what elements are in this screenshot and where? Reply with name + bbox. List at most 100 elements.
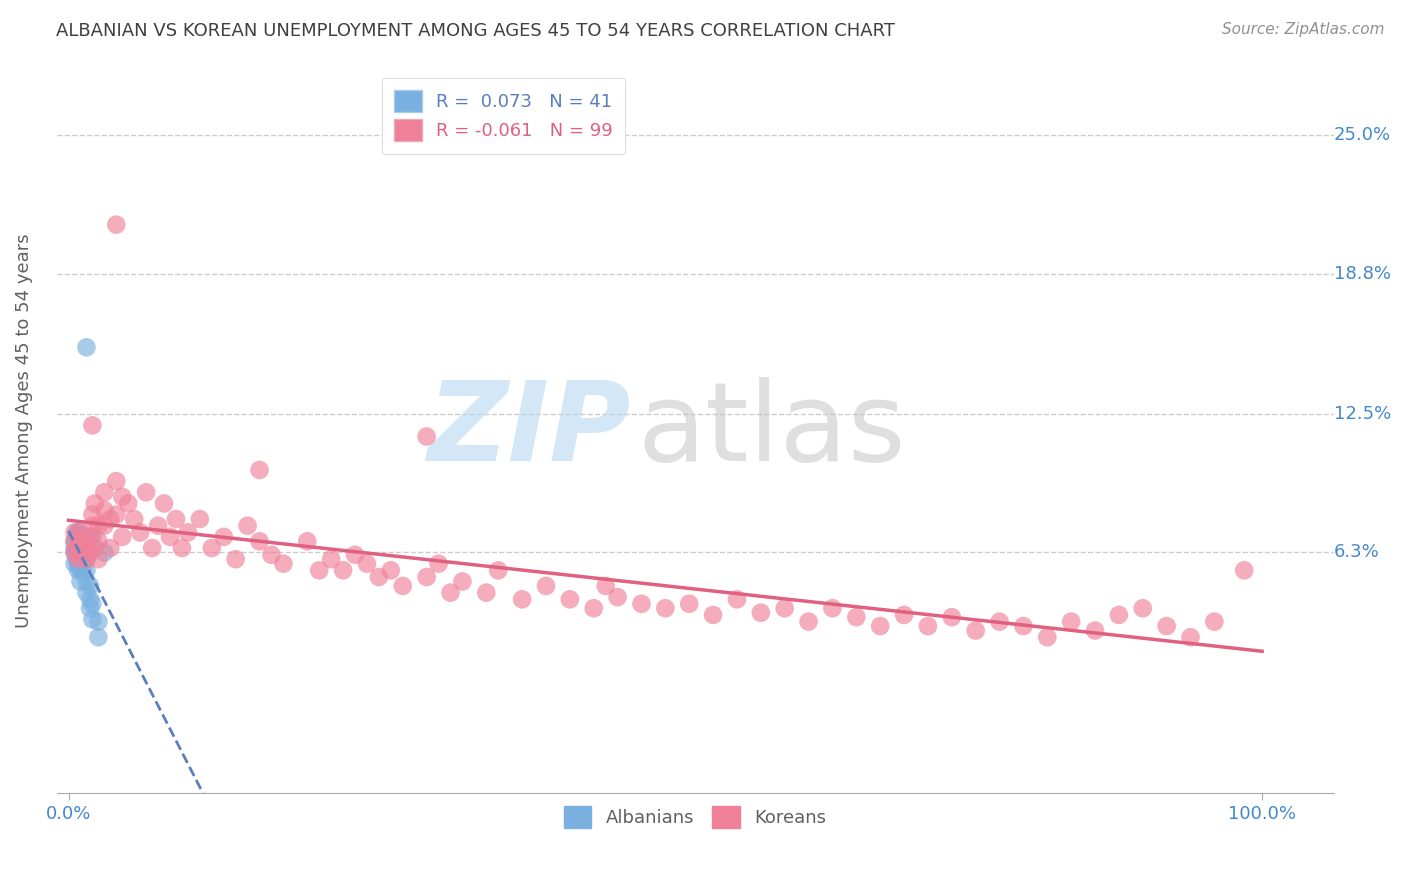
Point — [83, 496, 105, 510]
Point — [69, 545, 91, 559]
Text: ZIP: ZIP — [427, 377, 631, 484]
Point — [1156, 619, 1178, 633]
Point — [75, 340, 97, 354]
Point — [67, 557, 90, 571]
Point — [534, 579, 557, 593]
Point — [79, 530, 101, 544]
Point — [69, 534, 91, 549]
Text: 12.5%: 12.5% — [1334, 405, 1391, 423]
Point — [63, 557, 86, 571]
Point — [105, 474, 128, 488]
Point — [356, 557, 378, 571]
Point — [188, 512, 211, 526]
Point — [69, 552, 91, 566]
Point — [773, 601, 796, 615]
Point — [1108, 607, 1130, 622]
Point — [72, 545, 94, 559]
Point — [391, 579, 413, 593]
Point — [821, 601, 844, 615]
Point — [67, 541, 90, 555]
Point — [869, 619, 891, 633]
Point — [122, 512, 145, 526]
Text: 18.8%: 18.8% — [1334, 265, 1391, 283]
Point — [67, 541, 90, 555]
Text: ALBANIAN VS KOREAN UNEMPLOYMENT AMONG AGES 45 TO 54 YEARS CORRELATION CHART: ALBANIAN VS KOREAN UNEMPLOYMENT AMONG AG… — [56, 22, 896, 40]
Point — [75, 534, 97, 549]
Point — [129, 525, 152, 540]
Point — [93, 485, 115, 500]
Point — [75, 563, 97, 577]
Point — [678, 597, 700, 611]
Point — [98, 541, 121, 555]
Point — [111, 530, 134, 544]
Point — [63, 541, 86, 555]
Point — [66, 530, 89, 544]
Point — [249, 463, 271, 477]
Point — [69, 541, 91, 555]
Point — [69, 563, 91, 577]
Point — [69, 525, 91, 540]
Point — [117, 496, 139, 510]
Point — [93, 503, 115, 517]
Point — [212, 530, 235, 544]
Point — [1204, 615, 1226, 629]
Point — [82, 518, 104, 533]
Point — [845, 610, 868, 624]
Point — [249, 534, 271, 549]
Point — [439, 585, 461, 599]
Point — [725, 592, 748, 607]
Point — [98, 512, 121, 526]
Point — [75, 552, 97, 566]
Point — [297, 534, 319, 549]
Point — [69, 574, 91, 589]
Point — [75, 574, 97, 589]
Point — [69, 530, 91, 544]
Point — [146, 518, 169, 533]
Point — [486, 563, 509, 577]
Point — [79, 579, 101, 593]
Point — [141, 541, 163, 555]
Point — [165, 512, 187, 526]
Point — [797, 615, 820, 629]
Point — [273, 557, 295, 571]
Point — [82, 418, 104, 433]
Point — [343, 548, 366, 562]
Point — [153, 496, 176, 510]
Point — [66, 525, 89, 540]
Point — [66, 545, 89, 559]
Point — [702, 607, 724, 622]
Y-axis label: Unemployment Among Ages 45 to 54 years: Unemployment Among Ages 45 to 54 years — [15, 234, 32, 628]
Point — [67, 552, 90, 566]
Point — [72, 534, 94, 549]
Point — [82, 530, 104, 544]
Point — [93, 545, 115, 559]
Point — [83, 541, 105, 555]
Point — [87, 518, 110, 533]
Legend: Albanians, Koreans: Albanians, Koreans — [557, 798, 834, 835]
Point — [63, 534, 86, 549]
Point — [67, 525, 90, 540]
Point — [1233, 563, 1256, 577]
Point — [225, 552, 247, 566]
Point — [67, 545, 90, 559]
Point — [66, 552, 89, 566]
Point — [965, 624, 987, 638]
Point — [367, 570, 389, 584]
Point — [893, 607, 915, 622]
Point — [1012, 619, 1035, 633]
Point — [1180, 630, 1202, 644]
Point — [82, 508, 104, 522]
Point — [67, 563, 90, 577]
Point — [75, 585, 97, 599]
Point — [941, 610, 963, 624]
Point — [201, 541, 224, 555]
Point — [1060, 615, 1083, 629]
Point — [87, 552, 110, 566]
Point — [917, 619, 939, 633]
Point — [75, 541, 97, 555]
Text: 25.0%: 25.0% — [1334, 127, 1391, 145]
Point — [72, 563, 94, 577]
Point — [87, 615, 110, 629]
Point — [82, 597, 104, 611]
Point — [415, 570, 437, 584]
